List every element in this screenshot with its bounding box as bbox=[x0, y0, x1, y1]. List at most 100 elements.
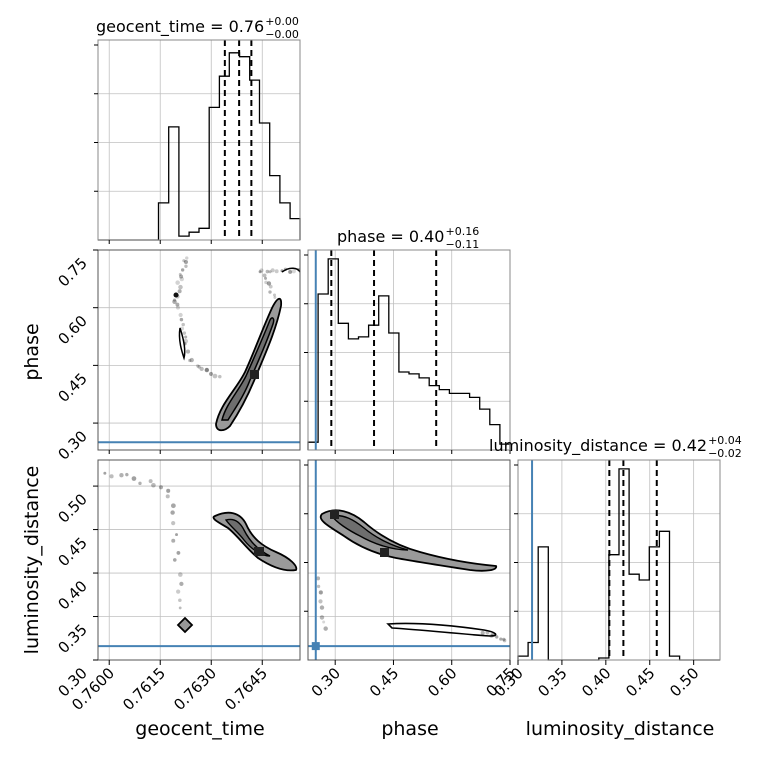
density-geocent-lum-a-pt-18 bbox=[178, 572, 183, 577]
density-geocent-lum-a-pt-7 bbox=[151, 482, 156, 488]
ytick-label-phase-2: 0.60 bbox=[54, 312, 90, 348]
density-geocent-lum-a-pt-3 bbox=[125, 472, 129, 477]
density-geocent-phase-b-pt-6 bbox=[264, 280, 268, 285]
density-geocent-lum-a-pt-19 bbox=[179, 581, 184, 586]
density-geocent-phase-b-pt-10 bbox=[259, 268, 264, 273]
density-geocent-lum-a-pt-4 bbox=[131, 476, 137, 481]
density-geocent-phase-a-pt-29 bbox=[197, 365, 201, 369]
density-phase-lum-a-pt-9 bbox=[485, 630, 490, 635]
xtick-label-phase-0: 0.30 bbox=[308, 664, 344, 700]
density-geocent-phase-a-pt-26 bbox=[188, 358, 192, 363]
density-geocent-lum-a bbox=[103, 471, 187, 624]
density-geocent-phase-b-pt-1 bbox=[273, 296, 277, 299]
density-geocent-phase-b-pt-4 bbox=[268, 284, 273, 289]
panel-frame-luminosity_distance-luminosity_distance bbox=[517, 459, 721, 661]
density-geocent-lum-a-pt-22 bbox=[178, 606, 182, 610]
contour-geocent-phase-inner bbox=[221, 317, 275, 421]
density-geocent-lum-a-pt-8 bbox=[158, 485, 163, 490]
panel-frame-luminosity_distance-geocent_time bbox=[97, 459, 301, 661]
density-phase-lum-a-pt-2 bbox=[318, 590, 323, 595]
xtick-label-phase-2: 0.60 bbox=[424, 664, 460, 700]
density-geocent-lum-a-pt-0 bbox=[103, 471, 107, 475]
contour-geocent-lum-outer bbox=[212, 511, 298, 572]
density-geocent-phase-a-pt-31 bbox=[204, 367, 209, 372]
density-geocent-phase-a-pt-16 bbox=[175, 305, 180, 310]
ylabel-phase: phase bbox=[21, 323, 43, 380]
density-geocent-lum-a-pt-20 bbox=[176, 589, 181, 594]
contour-geocent-phase-left bbox=[178, 327, 186, 361]
density-geocent-phase-a-pt-3 bbox=[184, 264, 188, 268]
density-geocent-phase-a-pt-7 bbox=[179, 276, 185, 282]
density-geocent-phase-b-pt-5 bbox=[266, 281, 272, 286]
ytick-label-phase-0: 0.30 bbox=[54, 427, 90, 463]
density-geocent-phase-a-pt-21 bbox=[182, 331, 187, 335]
density-geocent-phase-a-pt-22 bbox=[184, 335, 188, 339]
density-geocent-phase-b-pt-13 bbox=[270, 268, 275, 273]
density-phase-lum-a-pt-11 bbox=[490, 632, 495, 637]
density-geocent-phase-b-pt-8 bbox=[262, 273, 267, 278]
ytick-label-phase-1: 0.45 bbox=[54, 370, 90, 406]
xtick-label-luminosity_distance-4: 0.50 bbox=[666, 664, 702, 700]
ylabel-luminosity-distance: luminosity_distance bbox=[21, 466, 43, 655]
xlabel-phase: phase bbox=[381, 718, 438, 740]
hist-phase bbox=[307, 258, 511, 450]
density-phase-lum-a-pt-6 bbox=[322, 620, 326, 624]
contour-phase-lum-outer bbox=[319, 509, 498, 572]
xtick-label-geocent_time-1: 0.7615 bbox=[119, 664, 169, 714]
panel-frame-phase-phase bbox=[307, 249, 511, 451]
density-geocent-lum-a-pt-12 bbox=[170, 510, 175, 515]
density-geocent-lum-a-pt-17 bbox=[172, 558, 177, 562]
density-phase-lum-a-pt-3 bbox=[318, 599, 323, 604]
title-phase: phase = 0.40+0.16 −0.11 bbox=[337, 225, 479, 251]
density-phase-lum-a-pt-14 bbox=[502, 637, 506, 642]
density-phase-lum-a-pt-12 bbox=[495, 635, 499, 639]
density-geocent-phase-a-pt-18 bbox=[179, 317, 184, 322]
density-geocent-phase-b-pt-7 bbox=[264, 276, 268, 280]
density-geocent-lum-a-pt-6 bbox=[148, 479, 153, 484]
density-geocent-phase-b-pt-12 bbox=[268, 270, 272, 274]
xtick-label-geocent_time-3: 0.7645 bbox=[221, 664, 271, 714]
density-geocent-phase-a-pt-10 bbox=[177, 289, 182, 294]
density-phase-lum-a-pt-13 bbox=[499, 637, 503, 641]
xlabel-geocent-time: geocent_time bbox=[135, 718, 264, 740]
density-geocent-lum-a-pt-5 bbox=[138, 481, 142, 486]
density-phase-lum-a-pt-4 bbox=[319, 605, 325, 610]
density-geocent-phase-a-pt-8 bbox=[175, 280, 180, 285]
density-phase-lum-a-pt-10 bbox=[489, 633, 494, 638]
xtick-label-geocent_time-2: 0.7630 bbox=[170, 664, 220, 714]
xtick-label-luminosity_distance-3: 0.45 bbox=[622, 664, 658, 700]
density-phase-lum-a-pt-5 bbox=[319, 615, 325, 620]
density-geocent-phase-a-pt-28 bbox=[196, 364, 200, 368]
density-geocent-phase-a-pt-6 bbox=[179, 274, 184, 279]
density-geocent-phase-a-pt-19 bbox=[181, 322, 185, 327]
ytick-label-luminosity_distance-1: 0.35 bbox=[54, 621, 90, 657]
density-geocent-phase-a-pt-25 bbox=[185, 349, 191, 354]
density-geocent-phase-a-pt-14 bbox=[172, 299, 177, 304]
density-geocent-phase-a-pt-13 bbox=[172, 298, 177, 302]
xtick-label-luminosity_distance-2: 0.40 bbox=[578, 664, 614, 700]
density-geocent-lum-a-pt-9 bbox=[166, 488, 171, 493]
truth-marker-phase-luminosity_distance bbox=[311, 642, 320, 651]
density-geocent-phase-b-pt-2 bbox=[272, 293, 277, 297]
density-geocent-phase-a-pt-34 bbox=[212, 373, 218, 379]
contour-geocent-lum-inner bbox=[224, 518, 271, 557]
density-geocent-phase-a-pt-32 bbox=[204, 367, 210, 373]
ytick-label-luminosity_distance-2: 0.40 bbox=[54, 577, 90, 613]
density-phase-lum-a-pt-15 bbox=[502, 638, 507, 643]
density-geocent-phase-a-pt-1 bbox=[182, 259, 186, 263]
density-geocent-phase-b-pt-14 bbox=[274, 269, 279, 274]
density-geocent-lum-a-pt-1 bbox=[109, 474, 114, 479]
density-geocent-lum-a-pt-15 bbox=[171, 538, 176, 543]
density-geocent-phase-a-pt-4 bbox=[180, 268, 185, 272]
mode-phase-lum-b bbox=[380, 548, 389, 557]
density-geocent-lum-a-pt-13 bbox=[171, 521, 176, 526]
density-geocent-lum-a-pt-11 bbox=[170, 503, 176, 509]
density-phase-lum-a-pt-8 bbox=[480, 630, 485, 635]
contour-geocent-lum-diamond bbox=[176, 616, 194, 634]
ytick-label-phase-3: 0.75 bbox=[54, 254, 90, 290]
density-geocent-phase-b-pt-18 bbox=[291, 269, 296, 274]
hist-luminosity_distance bbox=[517, 468, 720, 661]
density-geocent-phase-b-pt-9 bbox=[258, 270, 262, 274]
density-geocent-phase-a-pt-2 bbox=[183, 259, 188, 264]
